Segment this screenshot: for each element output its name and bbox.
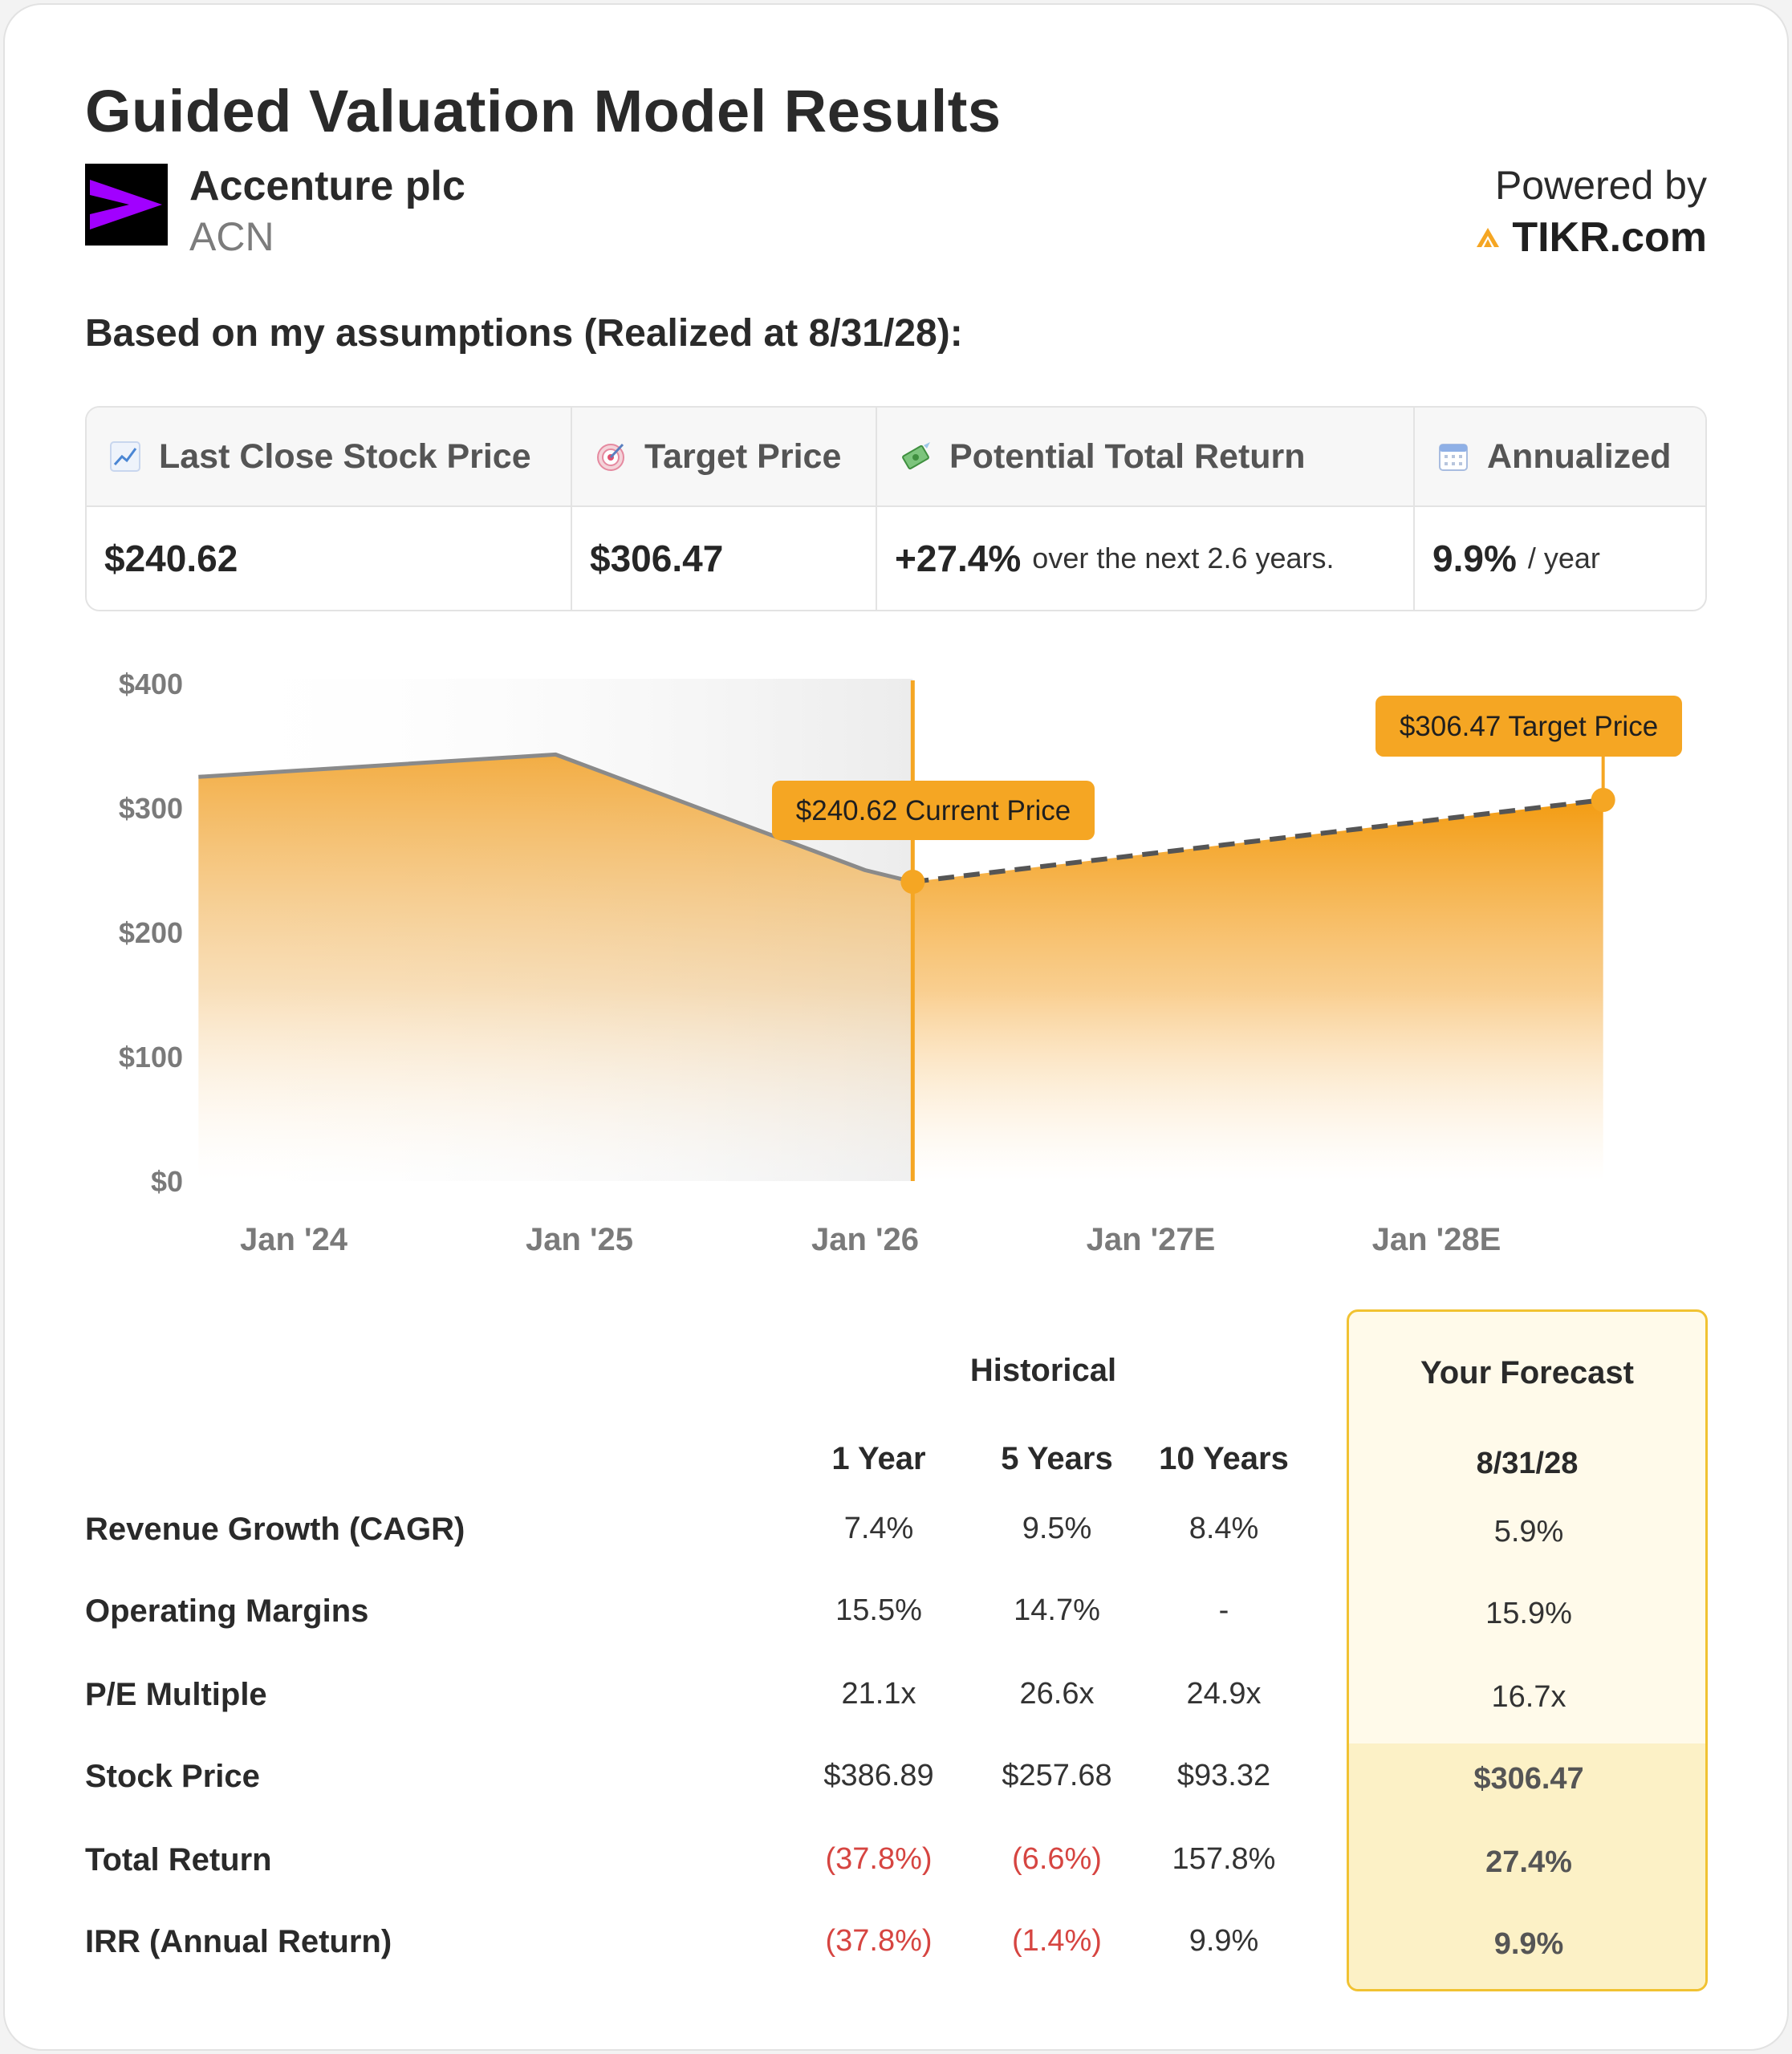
tikr-logo-icon bbox=[1477, 228, 1500, 247]
historical-heading: Historical bbox=[969, 1353, 1117, 1388]
historical-cell: (6.6%) bbox=[1012, 1842, 1102, 1876]
historical-cell: (1.4%) bbox=[1012, 1924, 1102, 1958]
row-label: Total Return bbox=[85, 1842, 272, 1877]
metric-target-price: Target Price $306.47 bbox=[572, 408, 877, 610]
forecast-cell: 15.9% bbox=[1485, 1597, 1572, 1630]
money-wings-icon bbox=[902, 442, 930, 470]
forecast-date: 8/31/28 bbox=[1476, 1447, 1579, 1480]
metric-header: Potential Total Return bbox=[877, 408, 1413, 507]
forecast-title: Your Forecast bbox=[1420, 1355, 1634, 1390]
ticker-symbol: ACN bbox=[189, 214, 274, 259]
metric-value: $240.62 bbox=[104, 538, 238, 579]
column-header-10-years: 10 Years bbox=[1159, 1441, 1289, 1476]
historical-cell: - bbox=[1218, 1593, 1229, 1627]
historical-cell: $386.89 bbox=[823, 1759, 934, 1792]
historical-cell: (37.8%) bbox=[825, 1924, 933, 1958]
historical-cell: 21.1x bbox=[841, 1677, 916, 1711]
row-label: Operating Margins bbox=[85, 1593, 369, 1629]
metric-header: Target Price bbox=[572, 408, 876, 507]
row-label: Stock Price bbox=[85, 1759, 260, 1794]
historical-cell: 9.5% bbox=[1022, 1512, 1092, 1545]
company-name: Accenture plc bbox=[189, 163, 465, 209]
page-title: Guided Valuation Model Results bbox=[85, 78, 1002, 144]
column-header-1-year: 1 Year bbox=[831, 1441, 926, 1476]
forecast-panel: Your Forecast 8/31/28 bbox=[1347, 1309, 1708, 1991]
tikr-brand-link[interactable]: TIKR.com bbox=[1475, 213, 1707, 262]
metric-value: +27.4% bbox=[895, 538, 1022, 579]
historical-cell: 157.8% bbox=[1172, 1842, 1276, 1876]
row-label: P/E Multiple bbox=[85, 1677, 267, 1712]
assumptions-heading: Based on my assumptions (Realized at 8/3… bbox=[85, 312, 963, 355]
calendar-icon bbox=[1439, 444, 1468, 471]
historical-cell: 14.7% bbox=[1014, 1593, 1100, 1627]
metric-suffix: / year bbox=[1527, 542, 1600, 574]
company-logo bbox=[85, 164, 168, 246]
chart-increasing-icon bbox=[110, 441, 140, 472]
metric-last-close: Last Close Stock Price $240.62 bbox=[87, 408, 572, 610]
target-icon bbox=[597, 443, 624, 471]
historical-cell: $257.68 bbox=[1002, 1759, 1112, 1792]
forecast-cell: 5.9% bbox=[1493, 1515, 1564, 1549]
historical-cell: $93.32 bbox=[1176, 1759, 1271, 1792]
historical-cell: 26.6x bbox=[1019, 1677, 1095, 1711]
metric-value: 9.9% bbox=[1432, 538, 1517, 579]
forecast-cell: $306.47 bbox=[1473, 1762, 1584, 1796]
row-label: IRR (Annual Return) bbox=[85, 1924, 392, 1959]
metric-total-return: Potential Total Return +27.4% over the n… bbox=[877, 408, 1415, 610]
column-header-5-years: 5 Years bbox=[1001, 1441, 1113, 1476]
historical-cell: (37.8%) bbox=[825, 1842, 933, 1876]
historical-cell: 7.4% bbox=[843, 1512, 914, 1545]
metric-header: Annualized bbox=[1415, 408, 1705, 507]
forecast-cell: 9.9% bbox=[1493, 1927, 1564, 1961]
metric-value: $306.47 bbox=[590, 538, 724, 579]
metric-header: Last Close Stock Price bbox=[87, 408, 571, 507]
historical-cell: 8.4% bbox=[1189, 1512, 1259, 1545]
historical-cell: 24.9x bbox=[1186, 1677, 1262, 1711]
brand-name: TIKR.com bbox=[1512, 214, 1707, 261]
historical-cell: 15.5% bbox=[835, 1593, 922, 1627]
metric-annualized: Annualized 9.9% / year bbox=[1415, 408, 1705, 610]
metrics-summary-table: Last Close Stock Price $240.62 Target Pr… bbox=[85, 406, 1707, 611]
historical-cell: 9.9% bbox=[1189, 1924, 1259, 1958]
metric-suffix: over the next 2.6 years. bbox=[1032, 542, 1335, 574]
row-label: Revenue Growth (CAGR) bbox=[85, 1512, 465, 1547]
forecast-cell: 16.7x bbox=[1491, 1680, 1566, 1714]
forecast-results-band bbox=[1349, 1743, 1705, 1989]
powered-by-label: Powered by bbox=[1494, 163, 1707, 208]
forecast-cell: 27.4% bbox=[1485, 1845, 1572, 1879]
